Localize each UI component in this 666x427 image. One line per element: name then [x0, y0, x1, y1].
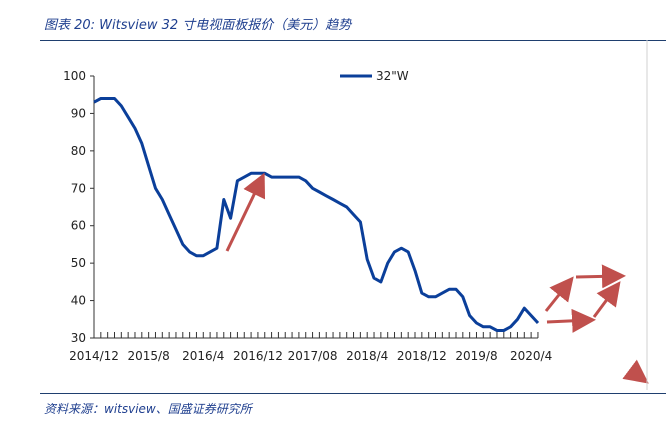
series-line-32w [93, 97, 540, 332]
y-tick-label: 100 [63, 69, 86, 83]
y-tick-label: 80 [71, 144, 86, 158]
legend-label: 32"W [376, 69, 409, 83]
x-tick-label: 2018/4 [346, 349, 388, 363]
x-tick-label: 2015/8 [128, 349, 170, 363]
y-tick-label: 50 [71, 256, 86, 270]
source-divider [40, 393, 666, 394]
y-tick-label: 60 [71, 219, 86, 233]
trend-arrow [622, 359, 649, 384]
trend-arrows [225, 172, 649, 384]
x-tick-label: 2016/4 [182, 349, 224, 363]
y-tick-label: 90 [71, 106, 86, 120]
title-divider [40, 40, 666, 41]
x-tick-label: 2020/4 [510, 349, 552, 363]
y-tick-label: 40 [71, 294, 86, 308]
x-tick-label: 2019/8 [455, 349, 497, 363]
trend-arrow [575, 264, 626, 289]
legend: 32"W [340, 69, 409, 83]
x-tick-label: 2014/12 [69, 349, 119, 363]
source-note: 资料来源：witsview、国盛证券研究所 [44, 402, 252, 416]
x-tick-label: 2017/08 [288, 349, 338, 363]
trend-arrow [546, 308, 596, 333]
trend-arrow [544, 276, 574, 312]
trend-arrow [592, 281, 621, 318]
figure-title: 图表 20: Witsview 32 寸电视面板报价（美元）趋势 [44, 18, 352, 33]
y-tick-label: 30 [71, 331, 86, 345]
x-tick-label: 2016/12 [233, 349, 283, 363]
x-tick-label: 2018/12 [397, 349, 447, 363]
y-tick-label: 70 [71, 181, 86, 195]
trend-arrow [225, 172, 266, 252]
